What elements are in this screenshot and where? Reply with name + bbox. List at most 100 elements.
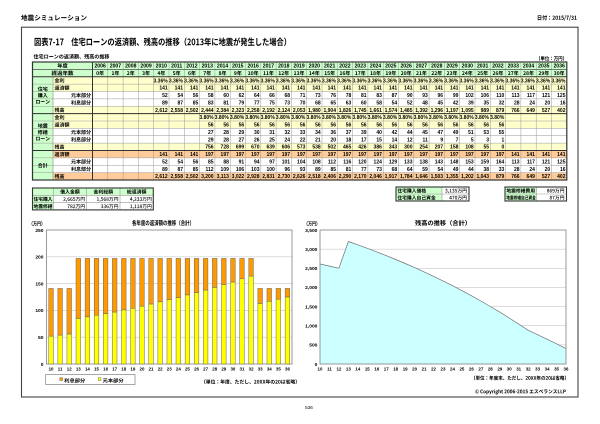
svg-text:60: 60	[361, 100, 367, 106]
svg-text:27: 27	[208, 130, 214, 136]
svg-text:78: 78	[346, 93, 352, 99]
svg-text:112: 112	[206, 167, 214, 173]
svg-text:56: 56	[499, 123, 505, 129]
svg-text:51: 51	[468, 130, 474, 136]
svg-text:103: 103	[251, 167, 260, 173]
svg-text:21: 21	[315, 137, 321, 143]
svg-text:22: 22	[431, 366, 436, 371]
svg-text:1,646: 1,646	[415, 174, 428, 180]
svg-text:66: 66	[269, 93, 275, 99]
svg-text:27: 27	[203, 366, 208, 371]
svg-text:3.36%: 3.36%	[245, 78, 260, 84]
svg-text:133: 133	[404, 159, 413, 165]
svg-text:22: 22	[158, 366, 163, 371]
svg-text:3.80%: 3.80%	[429, 115, 444, 121]
svg-text:32: 32	[499, 100, 505, 106]
svg-text:3.80%: 3.80%	[368, 115, 383, 121]
svg-text:141: 141	[465, 86, 474, 92]
svg-text:2006: 2006	[94, 64, 105, 70]
svg-text:141: 141	[389, 86, 398, 92]
svg-text:989: 989	[481, 108, 490, 114]
svg-text:14: 14	[355, 366, 360, 371]
svg-text:300: 300	[404, 145, 413, 151]
svg-text:27: 27	[239, 137, 245, 143]
svg-text:33: 33	[300, 130, 306, 136]
svg-text:3.36%: 3.36%	[352, 78, 367, 84]
svg-text:426: 426	[358, 145, 367, 151]
svg-text:32: 32	[249, 366, 254, 371]
svg-text:59: 59	[422, 167, 428, 173]
svg-text:55: 55	[499, 130, 505, 136]
svg-text:56: 56	[407, 123, 413, 129]
svg-text:3.36%: 3.36%	[184, 78, 199, 84]
svg-text:1: 1	[502, 137, 505, 143]
svg-text:85: 85	[193, 167, 199, 173]
svg-text:3.36%: 3.36%	[460, 78, 475, 84]
svg-text:34: 34	[545, 366, 550, 371]
svg-text:32: 32	[526, 366, 531, 371]
svg-text:538: 538	[312, 145, 321, 151]
svg-text:31: 31	[516, 366, 521, 371]
svg-text:3,113: 3,113	[217, 174, 229, 180]
svg-text:77: 77	[361, 167, 367, 173]
svg-text:141: 141	[374, 86, 383, 92]
svg-text:56: 56	[208, 123, 214, 129]
svg-text:31: 31	[240, 366, 245, 371]
svg-text:100: 100	[35, 308, 43, 314]
svg-text:39: 39	[468, 100, 474, 106]
svg-text:3.80%: 3.80%	[490, 115, 505, 121]
svg-text:54: 54	[177, 159, 183, 165]
svg-text:2,730: 2,730	[278, 174, 291, 180]
svg-text:141: 141	[343, 86, 352, 92]
svg-text:3,500: 3,500	[305, 228, 318, 234]
svg-text:141: 141	[190, 152, 199, 158]
svg-text:3.80%: 3.80%	[337, 115, 352, 121]
svg-text:64: 64	[407, 167, 413, 173]
svg-text:30: 30	[230, 366, 235, 371]
svg-text:3.80%: 3.80%	[460, 115, 475, 121]
svg-text:141: 141	[527, 86, 536, 92]
svg-text:29: 29	[497, 366, 502, 371]
svg-text:56: 56	[193, 159, 199, 165]
svg-text:3.36%: 3.36%	[521, 78, 536, 84]
svg-text:15: 15	[365, 366, 370, 371]
svg-text:24: 24	[450, 366, 455, 371]
svg-text:2011: 2011	[171, 64, 182, 70]
svg-text:58: 58	[376, 100, 382, 106]
svg-text:3: 3	[486, 137, 489, 143]
svg-text:141: 141	[205, 86, 214, 92]
svg-text:141: 141	[312, 86, 321, 92]
svg-text:16: 16	[560, 100, 566, 106]
svg-text:141: 141	[251, 86, 260, 92]
svg-text:7: 7	[456, 137, 459, 143]
svg-text:56: 56	[269, 123, 275, 129]
svg-text:94: 94	[254, 159, 260, 165]
svg-text:197: 197	[450, 152, 459, 158]
svg-text:141: 141	[297, 86, 306, 92]
svg-text:96: 96	[285, 167, 291, 173]
svg-text:879: 879	[496, 108, 505, 114]
svg-text:34: 34	[267, 366, 272, 371]
svg-text:85: 85	[193, 100, 199, 106]
svg-text:153: 153	[465, 159, 474, 165]
svg-text:40: 40	[376, 130, 382, 136]
svg-text:116: 116	[343, 159, 351, 165]
svg-text:68: 68	[392, 167, 398, 173]
svg-text:32: 32	[285, 130, 291, 136]
svg-text:197: 197	[251, 152, 260, 158]
svg-text:53: 53	[483, 130, 489, 136]
svg-text:2027: 2027	[416, 64, 427, 70]
svg-text:36: 36	[330, 130, 336, 136]
svg-text:1,661: 1,661	[369, 108, 382, 114]
svg-text:148: 148	[450, 159, 459, 165]
svg-text:141: 141	[557, 152, 566, 158]
svg-text:2023: 2023	[355, 64, 366, 70]
svg-text:44: 44	[468, 167, 474, 173]
svg-text:83: 83	[208, 100, 214, 106]
svg-text:68: 68	[285, 93, 291, 99]
svg-text:2007: 2007	[110, 64, 121, 70]
svg-text:1,355: 1,355	[446, 174, 459, 180]
svg-text:56: 56	[193, 93, 199, 99]
svg-text:3.36%: 3.36%	[215, 78, 230, 84]
svg-text:29: 29	[239, 130, 245, 136]
